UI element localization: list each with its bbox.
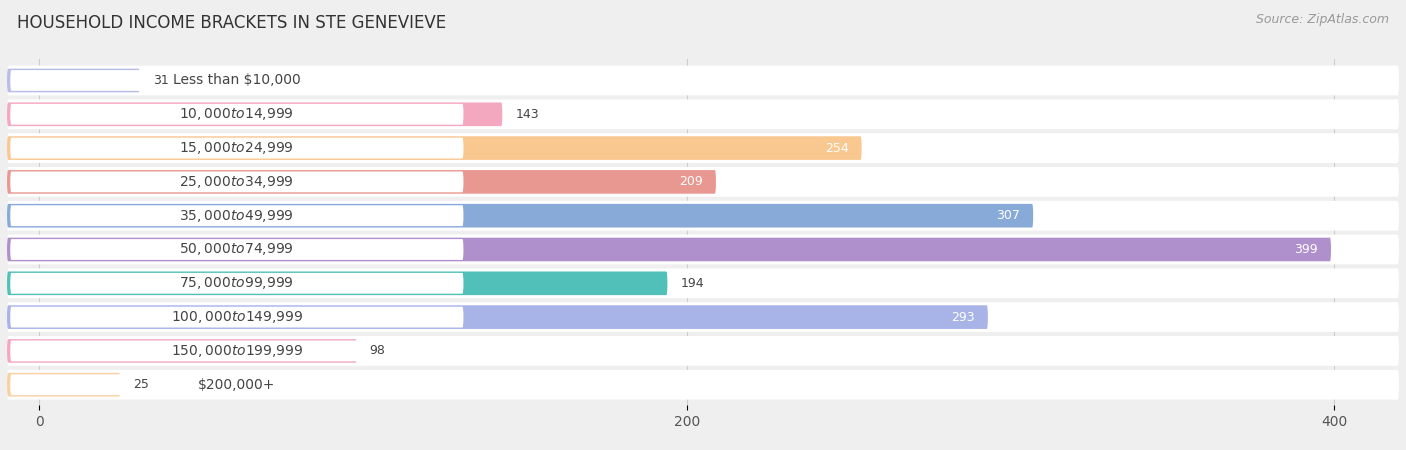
Text: 209: 209 [679,176,703,189]
FancyBboxPatch shape [7,66,1399,95]
Text: 254: 254 [825,142,849,155]
FancyBboxPatch shape [7,234,1399,264]
Text: $200,000+: $200,000+ [198,378,276,392]
Text: 194: 194 [681,277,704,290]
Text: 143: 143 [515,108,538,121]
FancyBboxPatch shape [7,373,121,396]
Text: 31: 31 [153,74,169,87]
FancyBboxPatch shape [10,273,464,294]
Text: 25: 25 [134,378,149,391]
FancyBboxPatch shape [7,305,988,329]
FancyBboxPatch shape [7,336,1399,366]
FancyBboxPatch shape [7,271,668,295]
Text: 293: 293 [952,310,974,324]
FancyBboxPatch shape [7,133,1399,163]
FancyBboxPatch shape [7,136,862,160]
Text: $150,000 to $199,999: $150,000 to $199,999 [170,343,304,359]
FancyBboxPatch shape [7,238,1331,261]
FancyBboxPatch shape [7,370,1399,400]
Text: $25,000 to $34,999: $25,000 to $34,999 [180,174,294,190]
Text: Source: ZipAtlas.com: Source: ZipAtlas.com [1256,14,1389,27]
FancyBboxPatch shape [10,70,464,91]
FancyBboxPatch shape [10,341,464,361]
Text: $50,000 to $74,999: $50,000 to $74,999 [180,242,294,257]
Text: 307: 307 [997,209,1021,222]
Text: $10,000 to $14,999: $10,000 to $14,999 [180,106,294,122]
FancyBboxPatch shape [10,374,464,395]
FancyBboxPatch shape [7,339,357,363]
FancyBboxPatch shape [7,103,502,126]
FancyBboxPatch shape [7,201,1399,230]
FancyBboxPatch shape [7,170,716,194]
Text: Less than $10,000: Less than $10,000 [173,73,301,87]
Text: 98: 98 [370,344,385,357]
Text: 399: 399 [1295,243,1317,256]
FancyBboxPatch shape [7,302,1399,332]
FancyBboxPatch shape [10,138,464,158]
Text: $15,000 to $24,999: $15,000 to $24,999 [180,140,294,156]
FancyBboxPatch shape [10,205,464,226]
Text: $100,000 to $149,999: $100,000 to $149,999 [170,309,304,325]
FancyBboxPatch shape [10,239,464,260]
FancyBboxPatch shape [7,69,139,92]
FancyBboxPatch shape [10,307,464,328]
FancyBboxPatch shape [10,104,464,125]
Text: HOUSEHOLD INCOME BRACKETS IN STE GENEVIEVE: HOUSEHOLD INCOME BRACKETS IN STE GENEVIE… [17,14,446,32]
FancyBboxPatch shape [7,269,1399,298]
FancyBboxPatch shape [7,204,1033,228]
Text: $75,000 to $99,999: $75,000 to $99,999 [180,275,294,291]
FancyBboxPatch shape [10,171,464,192]
Text: $35,000 to $49,999: $35,000 to $49,999 [180,208,294,224]
FancyBboxPatch shape [7,99,1399,129]
FancyBboxPatch shape [7,167,1399,197]
